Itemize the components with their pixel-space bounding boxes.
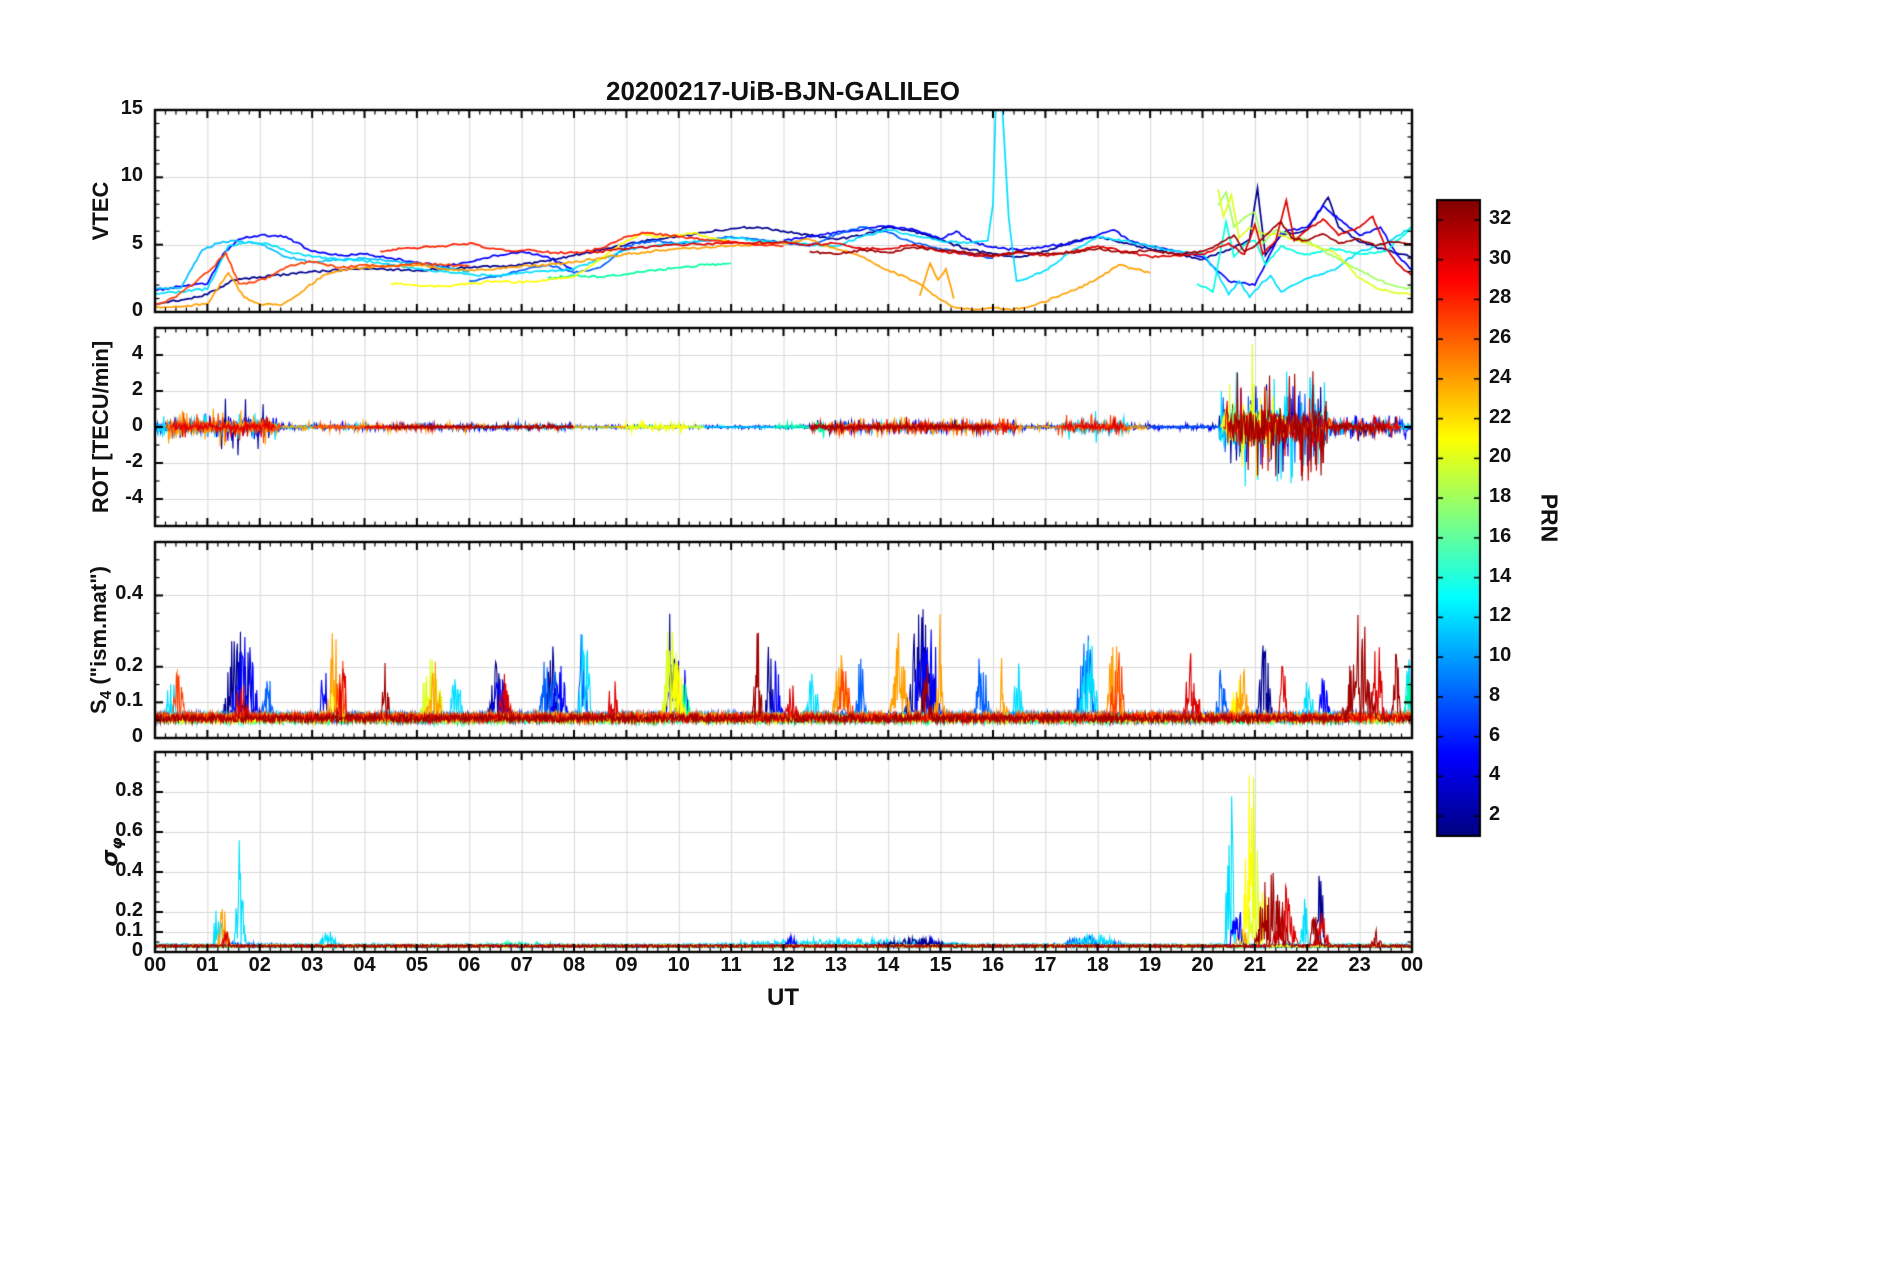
y-tick-label: 2 — [131, 378, 143, 400]
chart-title: 20200217-UiB-BJN-GALILEO — [606, 76, 960, 106]
x-tick-label: 01 — [196, 954, 219, 976]
y-tick-label: -2 — [125, 450, 143, 472]
y-tick-label: 0.8 — [115, 779, 143, 801]
x-tick-label: 16 — [981, 954, 1005, 976]
y-tick-label: 0 — [131, 725, 143, 747]
y-tick-label: 10 — [120, 164, 143, 187]
y-tick-label: 0.2 — [115, 653, 143, 676]
x-tick-label: 15 — [929, 954, 952, 976]
x-tick-label: 23 — [1348, 954, 1371, 976]
y-tick-label: 0.4 — [115, 582, 143, 605]
x-tick-label: 14 — [877, 954, 900, 976]
y-tick-label: 4 — [131, 342, 143, 364]
x-tick-label: 08 — [562, 954, 586, 976]
x-tick-label: 09 — [615, 954, 638, 976]
y-tick-label: 0.1 — [115, 689, 143, 712]
x-tick-label: 03 — [301, 954, 324, 976]
colorbar-tick-label: 20 — [1489, 445, 1512, 468]
colorbar-tick-label: 32 — [1489, 206, 1512, 229]
colorbar-tick-label: 26 — [1489, 326, 1512, 349]
colorbar-tick-label: 28 — [1489, 286, 1512, 309]
x-tick-label: 19 — [1139, 954, 1162, 976]
y-tick-label: 15 — [120, 97, 143, 119]
colorbar-tick-label: 30 — [1489, 246, 1512, 269]
x-tick-label: 04 — [353, 954, 376, 976]
x-tick-label: 12 — [772, 954, 795, 976]
colorbar-tick-label: 14 — [1489, 564, 1512, 587]
x-tick-label: 06 — [458, 954, 481, 976]
x-tick-label: 21 — [1243, 954, 1266, 976]
y-tick-label: 0 — [131, 939, 143, 961]
y-tick-label: 0.6 — [115, 819, 143, 841]
x-tick-label: 02 — [248, 954, 271, 976]
colorbar-tick-label: 12 — [1489, 604, 1512, 627]
colorbar-tick-label: 18 — [1489, 485, 1512, 508]
y-tick-label: 0 — [131, 414, 143, 436]
x-tick-label: 22 — [1296, 954, 1319, 976]
y-tick-label: -4 — [125, 486, 143, 508]
x-axis-label: UT — [767, 984, 799, 1011]
x-tick-label: 00 — [143, 954, 167, 976]
x-tick-label: 13 — [824, 954, 847, 976]
x-tick-label: 11 — [720, 954, 742, 976]
y-tick-label: 0.1 — [115, 919, 143, 941]
colorbar-tick-label: 10 — [1489, 644, 1512, 667]
colorbar-label: PRN — [1536, 493, 1563, 543]
x-tick-label: 10 — [667, 954, 690, 976]
x-tick-label: 05 — [405, 954, 428, 976]
colorbar-tick-label: 22 — [1489, 405, 1512, 428]
colorbar-tick-label: 24 — [1489, 365, 1512, 388]
x-tick-label: 20 — [1191, 954, 1214, 976]
x-tick-label: 07 — [510, 954, 533, 976]
colorbar-tick-label: 4 — [1489, 763, 1501, 786]
y-tick-label: 0.2 — [115, 899, 143, 921]
y-tick-label: 0 — [131, 299, 143, 321]
y-tick-label: 0.4 — [115, 859, 143, 881]
x-tick-label: 17 — [1034, 954, 1057, 976]
colorbar-tick-label: 16 — [1489, 524, 1512, 547]
x-tick-label: 18 — [1086, 954, 1109, 976]
x-tick-label: 00 — [1400, 954, 1424, 976]
colorbar-tick-label: 6 — [1489, 723, 1501, 746]
colorbar-tick-label: 8 — [1489, 683, 1501, 706]
y-tick-label: 5 — [131, 231, 143, 254]
colorbar-tick-label: 2 — [1489, 803, 1501, 826]
